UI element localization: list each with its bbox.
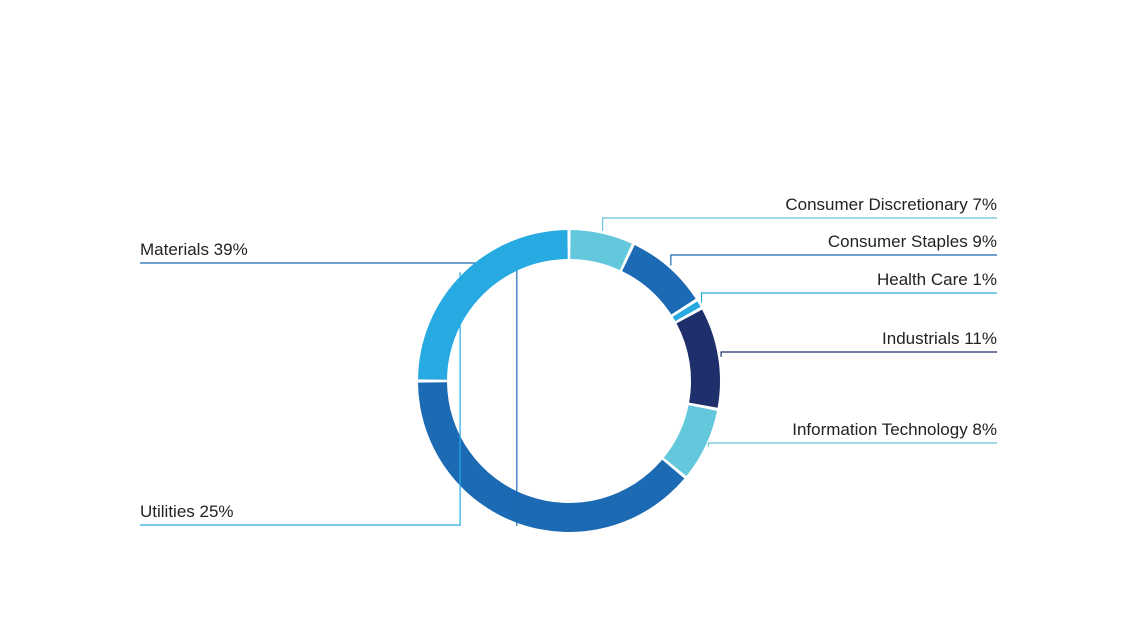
label-health-care: Health Care 1% [877,270,997,289]
slice-information-technology [663,405,718,477]
label-industrials: Industrials 11% [882,329,997,348]
leader-line-information-technology [707,442,997,447]
label-materials: Materials 39% [140,240,248,259]
label-information-technology: Information Technology 8% [792,420,997,439]
leader-line-industrials [720,351,997,357]
label-consumer-discretionary: Consumer Discretionary 7% [785,195,997,214]
leader-line-health-care [700,292,997,303]
leader-line-utilities [140,272,461,526]
leader-line-consumer-staples [670,254,997,266]
slice-health-care [672,301,701,322]
slice-industrials [676,309,720,408]
leader-line-consumer-discretionary [601,217,997,231]
slice-utilities [418,230,568,380]
label-consumer-staples: Consumer Staples 9% [828,232,997,251]
label-utilities: Utilities 25% [140,502,234,521]
slice-materials [418,382,685,532]
slice-consumer-discretionary [570,230,632,271]
slice-consumer-staples [622,245,696,315]
